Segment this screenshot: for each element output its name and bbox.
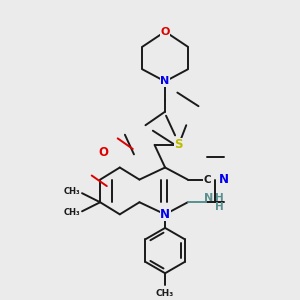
Text: N: N <box>204 193 214 203</box>
Text: S: S <box>174 138 183 152</box>
Text: CH₃: CH₃ <box>156 289 174 298</box>
Text: O: O <box>98 146 108 159</box>
Text: C: C <box>204 175 211 184</box>
Text: H: H <box>215 202 224 212</box>
Text: N: N <box>160 208 170 221</box>
Text: N: N <box>160 76 170 86</box>
Text: CH₃: CH₃ <box>63 187 80 196</box>
Text: N: N <box>219 173 229 186</box>
Text: H: H <box>215 193 224 203</box>
Text: CH₃: CH₃ <box>63 208 80 217</box>
Text: O: O <box>160 27 170 37</box>
